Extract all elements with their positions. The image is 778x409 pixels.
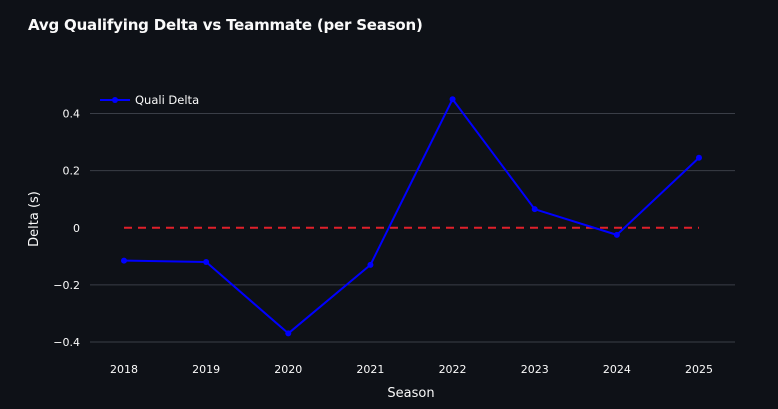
data-point[interactable] — [531, 206, 538, 213]
gridlines — [90, 113, 735, 343]
data-point[interactable] — [367, 261, 374, 268]
data-point[interactable] — [121, 257, 127, 264]
data-point[interactable] — [449, 96, 456, 103]
series-line — [123, 98, 700, 335]
x-tick-label: 2021 — [356, 363, 384, 376]
legend-marker-swatch — [112, 97, 118, 103]
x-tick-label: 2024 — [603, 363, 631, 376]
x-tick-label: 2023 — [521, 363, 549, 376]
chart-title: Avg Qualifying Delta vs Teammate (per Se… — [28, 16, 423, 34]
x-tick-label: 2025 — [685, 363, 713, 376]
legend-background — [94, 89, 196, 111]
y-tick-label: 0 — [73, 222, 80, 235]
x-tick-label: 2022 — [439, 363, 467, 376]
x-axis-ticks: 2018 2019 2020 2021 2022 2023 2024 2025 — [110, 363, 713, 376]
y-tick-label: 0.2 — [63, 165, 81, 178]
x-axis-title: Season — [387, 386, 434, 401]
legend-label: Quali Delta — [135, 93, 199, 107]
x-tick-label: 2019 — [192, 363, 220, 376]
data-point[interactable] — [613, 231, 620, 238]
y-axis-title: Delta (s) — [27, 191, 42, 247]
data-point[interactable] — [203, 259, 210, 266]
y-axis-ticks: 0.4 0.2 0 −0.2 −0.4 — [53, 108, 80, 350]
y-tick-label: −0.2 — [53, 279, 80, 292]
y-tick-label: −0.4 — [53, 336, 80, 349]
series-layer — [121, 96, 702, 337]
legend[interactable]: Quali Delta — [94, 89, 199, 111]
data-point[interactable] — [696, 154, 702, 161]
y-tick-label: 0.4 — [63, 108, 81, 121]
x-tick-label: 2020 — [274, 363, 302, 376]
data-point[interactable] — [285, 330, 292, 337]
x-tick-label: 2018 — [110, 363, 138, 376]
